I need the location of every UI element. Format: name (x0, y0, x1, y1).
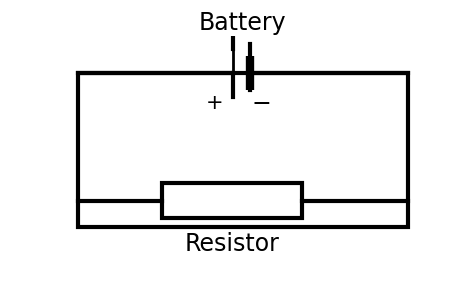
Text: +: + (205, 93, 223, 113)
Text: −: − (251, 92, 271, 116)
Bar (162, 183, 301, 218)
Bar (78, 73, 408, 227)
Text: Battery: Battery (199, 11, 287, 35)
Text: Resistor: Resistor (184, 232, 279, 256)
